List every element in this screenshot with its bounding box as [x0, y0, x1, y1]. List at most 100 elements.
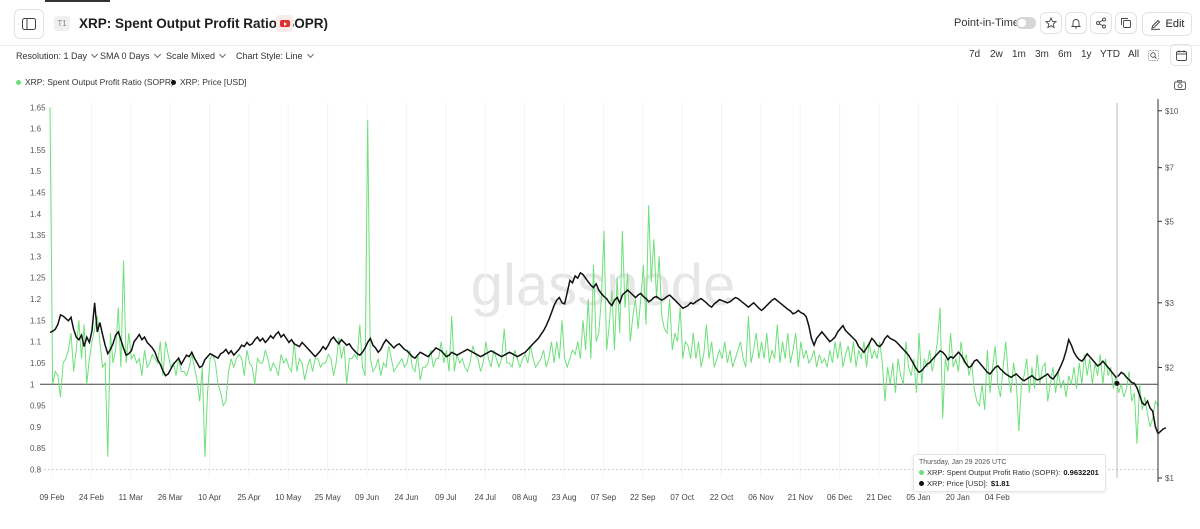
range-6m-button[interactable]: 6m: [1058, 49, 1072, 60]
tooltip-price-label: XRP: Price [USD]:: [927, 479, 988, 488]
alert-button[interactable]: [1065, 12, 1087, 34]
hover-tooltip: Thursday, Jan 29 2026 UTC XRP: Spent Out…: [913, 454, 1106, 492]
range-1y-button[interactable]: 1y: [1081, 49, 1092, 60]
x-tick-label: 24 Jun: [394, 493, 418, 502]
left-tick-label: 0.9: [30, 423, 42, 432]
x-tick-label: 06 Dec: [827, 493, 852, 502]
x-axis: 09 Feb 24 Feb 11 Mar 26 Mar 10 Apr 25 Apr 10 M…: [40, 493, 1011, 502]
left-tick-label: 1.2: [30, 295, 42, 304]
x-tick-label: 23 Aug: [552, 493, 577, 502]
page-title: XRP: Spent Output Profit Ratio (SOPR): [79, 16, 328, 31]
chevron-down-icon: [306, 50, 314, 59]
x-tick-label: 10 Apr: [198, 493, 221, 502]
x-tick-label: 22 Oct: [710, 493, 734, 502]
legend-swatch: [16, 79, 21, 85]
right-tick-label: $7: [1165, 164, 1174, 173]
x-tick-label: 06 Nov: [748, 493, 773, 502]
star-icon: [1045, 17, 1057, 29]
x-tick-label: 22 Sep: [630, 493, 656, 502]
resolution-dropdown[interactable]: Resolution: 1 Day: [16, 50, 99, 61]
sidebar-icon: [22, 18, 36, 30]
tier-badge: T1: [54, 16, 70, 31]
tooltip-row-price: XRP: Price [USD]: $1.81: [919, 479, 1100, 488]
legend-item-price[interactable]: XRP: Price [USD]: [171, 77, 247, 87]
x-tick-label: 24 Feb: [79, 493, 104, 502]
favorite-button[interactable]: [1040, 12, 1062, 34]
x-tick-label: 08 Aug: [512, 493, 537, 502]
left-axis: 0.8 0.85 0.9 0.95 1 1.05 1.1 1.15 1.2 1.25 1.3 1.35…: [30, 103, 46, 474]
zoom-button[interactable]: [1148, 50, 1159, 64]
youtube-icon[interactable]: [276, 15, 293, 32]
edit-button[interactable]: Edit: [1142, 12, 1192, 36]
chart-style-label: Chart Style: Line: [236, 51, 303, 61]
share-button[interactable]: [1090, 12, 1112, 34]
left-tick-label: 1.05: [30, 359, 46, 368]
legend-item-sopr[interactable]: XRP: Spent Output Profit Ratio (SOPR): [16, 77, 174, 87]
date-range-button[interactable]: [1170, 44, 1192, 66]
range-7d-button[interactable]: 7d: [969, 49, 981, 60]
right-tick-label: $10: [1165, 107, 1179, 116]
chevron-down-icon: [218, 50, 227, 59]
left-tick-label: 1.65: [30, 103, 46, 112]
range-all-button[interactable]: All: [1128, 49, 1140, 60]
left-tick-label: 0.8: [30, 465, 42, 474]
right-tick-label: $5: [1165, 217, 1174, 226]
scale-dropdown[interactable]: Scale Mixed: [166, 50, 227, 61]
right-axis: $1 $2 $3 $5 $7 $10: [1158, 107, 1179, 483]
x-tick-label: 10 May: [275, 493, 301, 502]
camera-icon[interactable]: [1174, 80, 1186, 90]
right-tick-label: $3: [1165, 299, 1174, 308]
sma-dropdown[interactable]: SMA 0 Days: [100, 50, 161, 61]
left-tick-label: 0.95: [30, 402, 46, 411]
tooltip-row-sopr: XRP: Spent Output Profit Ratio (SOPR): 0…: [919, 468, 1100, 477]
copy-button[interactable]: [1115, 12, 1137, 34]
x-tick-label: 05 Jan: [906, 493, 930, 502]
x-tick-label: 09 Feb: [40, 493, 65, 502]
legend-label: XRP: Spent Output Profit Ratio (SOPR): [25, 77, 174, 87]
right-tick-label: $1: [1165, 474, 1174, 483]
x-tick-label: 07 Oct: [670, 493, 694, 502]
x-tick-label: 25 Apr: [237, 493, 260, 502]
x-tick-label: 26 Mar: [158, 493, 183, 502]
calendar-icon: [1175, 49, 1187, 61]
zoom-icon: [1148, 50, 1159, 61]
sopr-series-line: [49, 107, 1159, 457]
tooltip-sopr-label: XRP: Spent Output Profit Ratio (SOPR):: [927, 468, 1061, 477]
copy-icon: [1121, 18, 1131, 28]
left-tick-label: 1.45: [30, 188, 46, 197]
point-in-time-label: Point-in-Time: [954, 17, 1019, 29]
point-in-time-toggle[interactable]: [1016, 17, 1036, 29]
header-bar: T1 XRP: Spent Output Profit Ratio (SOPR)…: [0, 0, 1200, 46]
sidebar-toggle-button[interactable]: [14, 9, 44, 39]
left-tick-label: 1.3: [30, 252, 42, 261]
bell-icon: [1070, 19, 1082, 29]
hover-price-point: [1114, 380, 1120, 386]
sma-label: SMA 0 Days: [100, 51, 150, 61]
x-tick-label: 21 Nov: [788, 493, 813, 502]
tooltip-swatch: [919, 470, 924, 475]
range-3m-button[interactable]: 3m: [1035, 49, 1049, 60]
range-1m-button[interactable]: 1m: [1012, 49, 1026, 60]
range-ytd-button[interactable]: YTD: [1100, 49, 1120, 60]
chart-area[interactable]: glassnode 0.80.850.90.9511.051.11.151.21…: [0, 90, 1200, 529]
x-tick-label: 09 Jun: [355, 493, 379, 502]
tooltip-price-value: $1.81: [990, 479, 1010, 488]
price-series-line: [49, 271, 1167, 436]
legend-label: XRP: Price [USD]: [180, 77, 247, 87]
x-tick-label: 04 Feb: [985, 493, 1010, 502]
resolution-label: Resolution: 1 Day: [16, 51, 88, 61]
active-tab-indicator: [45, 0, 110, 2]
chart-style-dropdown[interactable]: Chart Style: Line: [236, 50, 314, 61]
left-tick-label: 1.55: [30, 146, 46, 155]
x-tick-label: 07 Sep: [591, 493, 617, 502]
x-tick-label: 09 Jul: [435, 493, 457, 502]
right-tick-label: $2: [1165, 363, 1174, 372]
scale-label: Scale Mixed: [166, 51, 216, 61]
x-tick-label: 24 Jul: [475, 493, 497, 502]
range-2w-button[interactable]: 2w: [990, 49, 1003, 60]
left-tick-label: 1.5: [30, 167, 42, 176]
left-tick-label: 1.6: [30, 125, 42, 134]
chevron-down-icon: [91, 50, 99, 59]
left-tick-label: 1.4: [30, 210, 42, 219]
left-tick-label: 0.85: [30, 444, 46, 453]
